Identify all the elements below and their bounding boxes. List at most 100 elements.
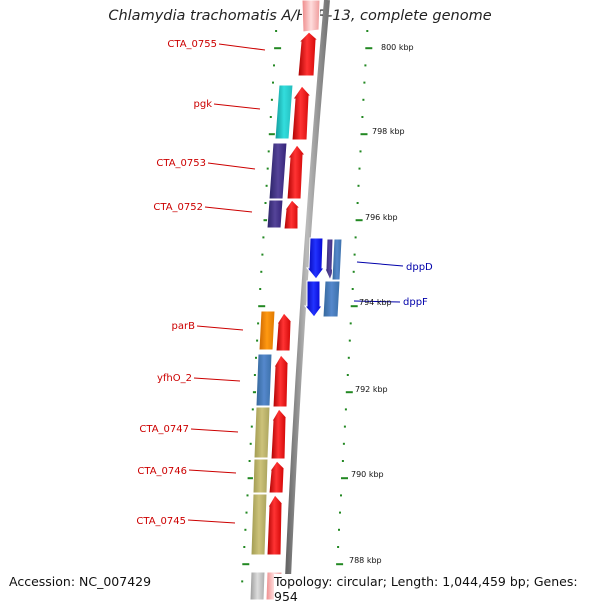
gene-blocks <box>249 84 294 600</box>
gene-label-parb: parB <box>172 321 196 332</box>
genome-backbone <box>284 0 330 600</box>
minor-tick <box>248 460 251 462</box>
minor-tick <box>346 374 349 376</box>
major-tick <box>336 563 344 566</box>
minor-tick <box>343 425 346 428</box>
gene-label-group: CTA_0755 pgk CTA_0753 CTA_0752 parB yfhO… <box>136 39 433 527</box>
gene-label-pgk: pgk <box>194 99 213 110</box>
leader-cta-0746 <box>188 469 237 474</box>
leader-yfho-2 <box>193 377 241 382</box>
minor-tick <box>251 408 254 411</box>
minor-tick <box>339 511 341 514</box>
gene-yfho-2-block <box>255 353 273 407</box>
minor-tick <box>344 408 347 411</box>
scale-labels: 800 kbp 798 kbp 796 kbp 794 kbp 792 kbp … <box>349 43 414 565</box>
gene-parb-block <box>258 310 276 351</box>
minor-tick <box>270 98 273 101</box>
minor-tick <box>261 253 264 256</box>
minor-tick <box>244 528 247 531</box>
major-tick <box>242 563 250 566</box>
scale-label-798-kbp: 798 kbp <box>372 127 405 136</box>
minor-tick <box>359 150 362 153</box>
feature-cta-0755-cds <box>297 31 320 77</box>
major-tick <box>350 305 358 308</box>
minor-tick <box>358 167 361 170</box>
minor-tick <box>265 184 268 187</box>
map-title: Chlamydia trachomatis A/HAR-13, complete… <box>108 8 492 24</box>
feature-cta-0753-cds <box>286 144 307 200</box>
leader-cta-0747 <box>190 428 239 433</box>
minor-tick <box>272 81 274 84</box>
minor-tick <box>255 356 257 359</box>
leader-dppd <box>356 261 404 267</box>
feature-cta-0747-cds <box>270 408 289 460</box>
major-tick <box>345 391 353 394</box>
accession-label: Accession: NC_007429 <box>9 574 152 589</box>
leader-cta-0755 <box>218 43 266 51</box>
feature-yfho-2-cds <box>272 354 291 408</box>
major-tick <box>365 47 373 50</box>
minor-tick <box>363 81 366 84</box>
minor-tick <box>269 116 272 118</box>
minor-tick <box>257 322 260 325</box>
minor-tick <box>337 546 340 548</box>
gene-label-cta-0746: CTA_0746 <box>137 466 187 477</box>
minor-tick <box>253 374 256 376</box>
scale-label-796-kbp: 796 kbp <box>365 213 398 222</box>
minor-tick <box>273 64 275 67</box>
gene-label-cta-0747: CTA_0747 <box>139 424 189 435</box>
minor-tick <box>362 98 365 101</box>
gene-label-dppf: dppF <box>403 297 428 308</box>
minor-tick <box>341 460 344 462</box>
feature-pgk-cds <box>291 85 313 141</box>
scale-label-792-kbp: 792 kbp <box>355 385 388 394</box>
minor-tick <box>353 253 356 256</box>
minor-tick <box>352 270 355 273</box>
leader-dppf <box>353 300 401 303</box>
minor-tick <box>347 356 350 359</box>
feature-forward-pale <box>301 0 321 33</box>
feature-dppf-cds <box>303 280 323 318</box>
gene-label-cta-0753: CTA_0753 <box>156 158 206 169</box>
minor-tick <box>241 580 244 583</box>
minor-tick <box>361 116 364 118</box>
forward-strand-features <box>265 0 321 600</box>
minor-tick <box>249 442 252 445</box>
gene-dppf-block <box>322 280 341 318</box>
minor-tick <box>266 167 269 170</box>
major-tick <box>268 133 276 136</box>
minor-tick <box>357 184 360 187</box>
minor-tick <box>267 150 270 153</box>
gene-cta-0745-block <box>250 493 268 556</box>
gene-label-cta-0752: CTA_0752 <box>153 202 203 213</box>
gene-label-cta-0745: CTA_0745 <box>136 516 186 527</box>
gene-label-yfho-2: yfhO_2 <box>157 373 192 384</box>
minor-tick <box>256 339 259 342</box>
minor-tick <box>348 339 351 342</box>
major-tick <box>247 477 255 480</box>
minor-tick <box>351 288 354 290</box>
minor-tick <box>338 528 340 531</box>
minor-tick <box>245 511 248 514</box>
minor-tick <box>264 202 267 204</box>
gene-pgk-block <box>274 84 294 140</box>
major-tick <box>355 219 363 222</box>
feature-dppd-cds <box>305 237 325 280</box>
minor-tick <box>356 202 359 204</box>
gene-cta-0747-block <box>253 406 271 459</box>
scale-label-794-kbp: 794 kbp <box>359 298 392 307</box>
scale-label-790-kbp: 790 kbp <box>351 470 384 479</box>
minor-tick <box>275 30 278 32</box>
gene-cta-0752-block <box>266 199 284 229</box>
minor-tick <box>250 425 253 428</box>
major-tick <box>274 47 282 50</box>
minor-tick <box>340 494 342 497</box>
minor-tick <box>243 546 246 548</box>
major-tick <box>341 477 348 480</box>
minor-tick <box>354 236 357 239</box>
gene-label-dppd: dppD <box>406 262 433 273</box>
leader-cta-0745 <box>187 519 236 524</box>
minor-tick <box>342 442 345 445</box>
minor-tick <box>259 288 262 290</box>
